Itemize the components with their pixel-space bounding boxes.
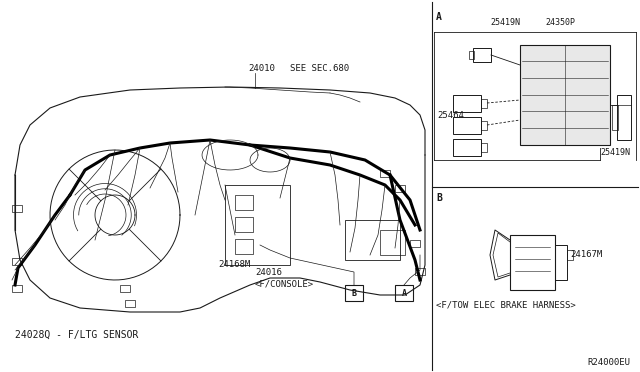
Bar — [469, 51, 474, 59]
Text: 24028Q - F/LTG SENSOR: 24028Q - F/LTG SENSOR — [15, 330, 138, 340]
Bar — [555, 245, 567, 280]
Bar — [235, 195, 253, 210]
Text: 25464: 25464 — [437, 110, 464, 119]
Text: R24000EU: R24000EU — [587, 358, 630, 367]
Text: B: B — [436, 193, 442, 203]
Bar — [12, 258, 22, 265]
Text: 25419N: 25419N — [600, 148, 630, 157]
Bar — [567, 250, 573, 260]
Text: B: B — [351, 289, 356, 298]
Bar — [453, 117, 481, 134]
Text: 24010: 24010 — [248, 64, 275, 73]
Text: A: A — [401, 289, 406, 298]
Bar — [481, 143, 487, 152]
Bar — [380, 170, 390, 177]
Text: 25419N: 25419N — [490, 18, 520, 27]
Text: A: A — [436, 12, 442, 22]
Bar — [453, 95, 481, 112]
Bar — [617, 95, 631, 140]
Bar — [12, 285, 22, 292]
Bar — [473, 48, 491, 62]
Bar — [395, 185, 405, 192]
Text: 24168M: 24168M — [218, 260, 250, 269]
Bar — [125, 300, 135, 307]
Bar — [453, 139, 481, 156]
Bar — [395, 285, 413, 301]
Bar — [481, 121, 487, 130]
Bar — [235, 217, 253, 232]
Text: 24350P: 24350P — [545, 18, 575, 27]
Text: <F/TOW ELEC BRAKE HARNESS>: <F/TOW ELEC BRAKE HARNESS> — [436, 300, 576, 309]
Bar — [380, 230, 405, 255]
Bar — [510, 235, 555, 290]
Bar — [120, 285, 130, 292]
Bar — [345, 220, 400, 260]
Text: SEE SEC.680: SEE SEC.680 — [290, 64, 349, 73]
Text: 24016
<F/CONSOLE>: 24016 <F/CONSOLE> — [255, 268, 314, 288]
Bar — [345, 285, 363, 301]
Bar — [415, 268, 425, 275]
Bar — [520, 45, 610, 145]
Bar — [481, 99, 487, 108]
Bar — [12, 205, 22, 212]
Bar — [225, 185, 290, 265]
Bar — [410, 240, 420, 247]
Text: 24167M: 24167M — [570, 250, 602, 259]
Bar — [612, 105, 618, 130]
Bar — [235, 239, 253, 254]
